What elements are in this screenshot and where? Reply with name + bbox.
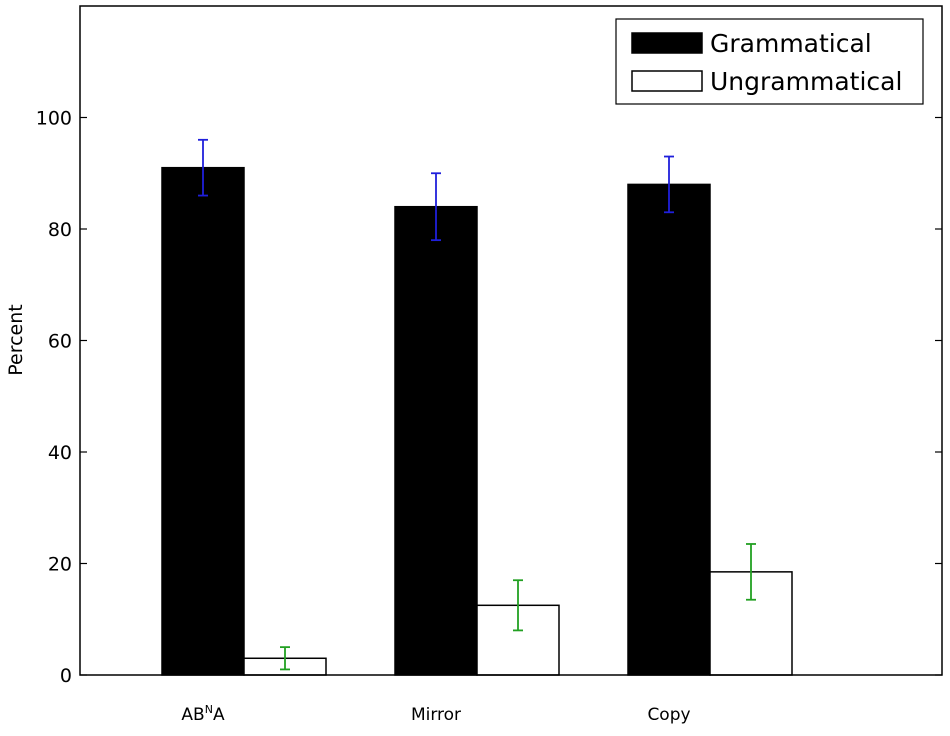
bar-grammatical-0 [161,166,245,676]
category-label-0: ABNA [181,703,225,725]
bars-layer [161,166,793,676]
y-tick-label-5: 100 [36,108,72,130]
y-tick-label-2: 40 [48,442,72,464]
y-axis-label: Percent [5,304,27,376]
legend-swatch-ungrammatical [631,70,703,92]
legend-label-ungrammatical: Ungrammatical [710,67,902,96]
y-tick-label-3: 60 [48,331,72,353]
category-label-1: Mirror [411,705,461,725]
category-labels-layer: ABNA Mirror Copy [181,703,690,725]
legend: Grammatical Ungrammatical [615,18,924,105]
y-tick-label-1: 20 [48,554,72,576]
legend-label-grammatical: Grammatical [710,29,872,58]
error-bars-layer [198,138,756,671]
category-label-2: Copy [647,705,690,725]
bar-grammatical-2 [627,183,711,676]
y-tick-label-0: 0 [60,665,72,687]
legend-swatch-grammatical [631,32,703,54]
y-ticks-layer: 0 20 40 60 80 100 [36,108,942,687]
y-tick-label-4: 80 [48,219,72,241]
bar-grammatical-1 [394,205,478,676]
